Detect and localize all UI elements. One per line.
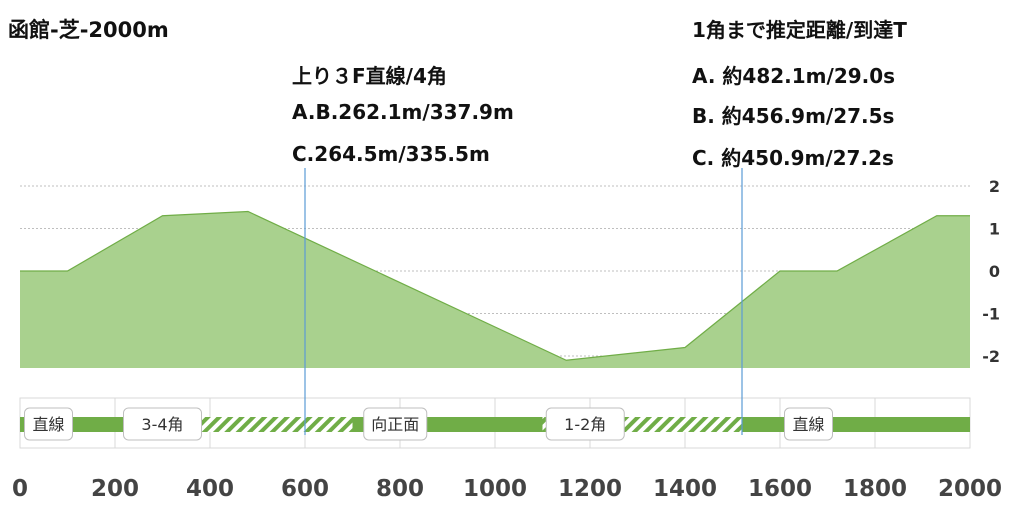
x-tick-label: 600 <box>281 476 329 502</box>
segment-label: 直線 <box>792 415 824 434</box>
x-tick-label: 1800 <box>843 476 907 502</box>
x-tick-label: 1600 <box>748 476 812 502</box>
segment-label-box-0 <box>24 407 73 441</box>
x-tick-label: 400 <box>186 476 234 502</box>
y-tick-label: 2 <box>989 177 1000 196</box>
track-segment-4 <box>742 417 970 432</box>
right-annotation-line-2: B. 約456.9m/27.5s <box>692 104 895 128</box>
left-annotation-line-2: C.264.5m/335.5m <box>292 142 490 166</box>
y-tick-label: 0 <box>989 262 1000 281</box>
x-tick-label: 200 <box>91 476 139 502</box>
segment-label-box-2 <box>363 407 428 441</box>
segment-label: 直線 <box>32 415 64 434</box>
x-tick-label: 1000 <box>463 476 527 502</box>
segment-label-box-4 <box>784 407 833 441</box>
segment-label-box-3 <box>545 407 625 441</box>
y-tick-label: -1 <box>982 305 1000 324</box>
segment-label: 向正面 <box>371 415 419 434</box>
right-annotation-line-3: C. 約450.9m/27.2s <box>692 146 894 170</box>
x-tick-label: 800 <box>376 476 424 502</box>
elevation-area <box>20 211 970 368</box>
left-annotation-line-1: A.B.262.1m/337.9m <box>292 100 514 124</box>
segment-label-box-1 <box>123 407 202 441</box>
right-annotation-heading: 1角まで推定距離/到達T <box>692 18 907 42</box>
segment-label: 1-2角 <box>564 415 606 434</box>
x-tick-label: 2000 <box>938 476 1002 502</box>
segment-label: 3-4角 <box>141 415 183 434</box>
right-annotation-line-1: A. 約482.1m/29.0s <box>692 64 896 88</box>
y-tick-label: 1 <box>989 220 1000 239</box>
chart-title: 函館-芝-2000m <box>8 18 169 42</box>
y-tick-label: -2 <box>982 347 1000 366</box>
elevation-line <box>20 210 970 361</box>
x-tick-label: 1200 <box>558 476 622 502</box>
left-annotation-heading: 上り３F直線/4角 <box>292 64 447 88</box>
x-tick-label: 1400 <box>653 476 717 502</box>
x-tick-label: 0 <box>12 476 28 502</box>
